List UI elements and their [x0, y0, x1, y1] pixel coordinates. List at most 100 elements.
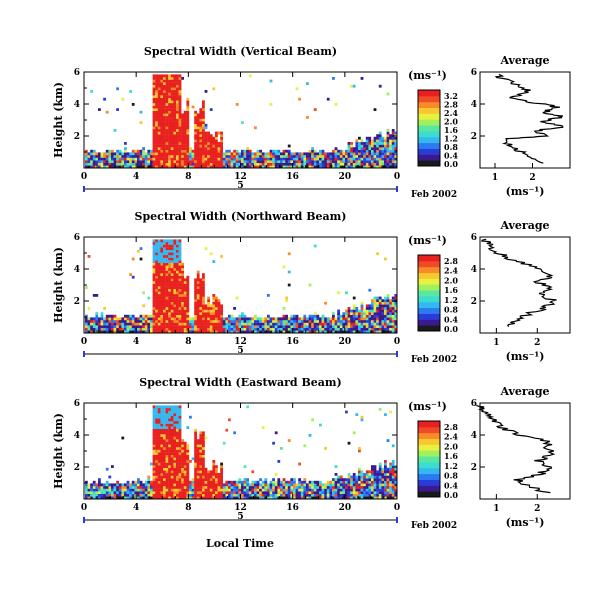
colorbar-swatch: [418, 450, 440, 457]
colorbar-swatch: [418, 426, 440, 434]
colorbar-swatch: [418, 266, 440, 274]
colorbar-swatch: [418, 142, 440, 149]
colorbar-swatch: [418, 101, 440, 109]
y-tick-label: 6: [74, 399, 80, 409]
average-frame: [479, 402, 571, 500]
x-tick-label: 12: [234, 503, 247, 513]
colorbar-tick-label: 0.0: [444, 159, 458, 169]
y-axis-label: Height (km): [52, 247, 65, 323]
colorbar-swatch: [418, 319, 440, 326]
x-tick-label: 8: [185, 503, 191, 513]
colorbar-tick-label: 0.4: [444, 314, 458, 324]
colorbar-tick-label: 2.8: [444, 256, 458, 266]
x-tick-label: 16: [286, 503, 299, 513]
colorbar-swatch: [418, 461, 440, 469]
x-tick-label: 12: [234, 337, 247, 347]
colorbar-tick-label: 0.8: [444, 305, 458, 315]
colorbar-swatch: [418, 278, 440, 285]
y-tick-label: 2: [74, 297, 80, 307]
colorbar-tick-label: 2.0: [444, 441, 458, 451]
colorbar-swatch: [418, 479, 440, 486]
date-label: Feb 2002: [411, 355, 457, 365]
average-title: Average: [499, 385, 549, 398]
heatmap-cells: [85, 74, 398, 169]
panel-title: Spectral Width (Vertical Beam): [144, 45, 337, 58]
x-tick-label: 20: [339, 172, 352, 182]
colorbar-swatch: [418, 301, 440, 309]
x-tick-label: 4: [133, 172, 139, 182]
colorbar-tick-label: 0.0: [444, 324, 458, 334]
x-tick-label: 0: [81, 503, 87, 513]
colorbar-swatch: [418, 290, 440, 297]
x-tick-label: 20: [339, 337, 352, 347]
avg-y-tick-label: 6: [471, 68, 477, 78]
colorbar-tick-label: 1.6: [444, 125, 458, 135]
avg-x-tick-label: 1: [492, 173, 498, 183]
x-tick-label: 8: [185, 337, 191, 347]
y-tick-label: 4: [74, 265, 80, 275]
colorbar-swatch: [418, 307, 440, 314]
avg-x-tick-label: 1: [493, 504, 499, 514]
avg-y-tick-label: 4: [471, 100, 477, 110]
colorbar-unit: (ms⁻¹): [408, 400, 447, 413]
avg-y-tick-label: 2: [471, 463, 477, 473]
average-profile-line: [494, 73, 564, 164]
x-tick-label: 0: [394, 172, 400, 182]
avg-y-tick-label: 2: [471, 132, 477, 142]
average-title: Average: [499, 54, 549, 67]
day-label: 5: [237, 346, 243, 356]
heatmap-cells: [85, 239, 398, 334]
avg-y-tick-label: 6: [471, 399, 477, 409]
y-tick-label: 2: [74, 132, 80, 142]
colorbar-tick-label: 1.2: [444, 461, 458, 471]
colorbar-tick-label: 2.8: [444, 100, 458, 110]
colorbar-swatch: [418, 90, 440, 97]
colorbar-swatch: [418, 160, 440, 167]
x-axis-label: Local Time: [206, 537, 274, 550]
colorbar-swatch: [418, 284, 440, 291]
colorbar-tick-label: 1.2: [444, 295, 458, 305]
colorbar-swatch: [418, 255, 440, 262]
colorbar-swatch: [418, 456, 440, 463]
colorbar-swatch: [418, 95, 440, 103]
colorbar-swatch: [418, 438, 440, 445]
colorbar-swatch: [418, 444, 440, 451]
colorbar-unit: (ms⁻¹): [408, 234, 447, 247]
day-label: 5: [237, 512, 243, 522]
day-label: 5: [237, 181, 243, 191]
average-unit: (ms⁻¹): [506, 516, 545, 529]
y-tick-label: 4: [74, 431, 80, 441]
average-frame: [479, 236, 571, 334]
y-axis-label: Height (km): [52, 413, 65, 489]
date-label: Feb 2002: [411, 190, 457, 200]
avg-y-tick-label: 4: [471, 431, 477, 441]
x-tick-label: 16: [286, 172, 299, 182]
y-tick-label: 2: [74, 463, 80, 473]
colorbar-unit: (ms⁻¹): [408, 69, 447, 82]
colorbar-swatch: [418, 313, 440, 320]
colorbar-tick-label: 2.8: [444, 422, 458, 432]
colorbar-swatch: [418, 154, 440, 161]
colorbar-tick-label: 0.0: [444, 490, 458, 500]
average-unit: (ms⁻¹): [506, 350, 545, 363]
avg-y-tick-label: 6: [471, 233, 477, 243]
y-tick-label: 6: [74, 68, 80, 78]
colorbar-tick-label: 3.2: [444, 91, 458, 101]
colorbar-swatch: [418, 107, 440, 114]
colorbar-swatch: [418, 260, 440, 268]
x-tick-label: 0: [81, 172, 87, 182]
colorbar-tick-label: 0.8: [444, 471, 458, 481]
colorbar-swatch: [418, 119, 440, 126]
colorbar-swatch: [418, 136, 440, 144]
colorbar-tick-label: 2.4: [444, 432, 458, 442]
panel-title: Spectral Width (Eastward Beam): [139, 376, 341, 389]
x-tick-label: 0: [81, 337, 87, 347]
colorbar-tick-label: 0.8: [444, 142, 458, 152]
colorbar-tick-label: 2.0: [444, 117, 458, 127]
panel-title: Spectral Width (Northward Beam): [135, 210, 347, 223]
date-label: Feb 2002: [411, 521, 457, 531]
colorbar-swatch: [418, 148, 440, 155]
